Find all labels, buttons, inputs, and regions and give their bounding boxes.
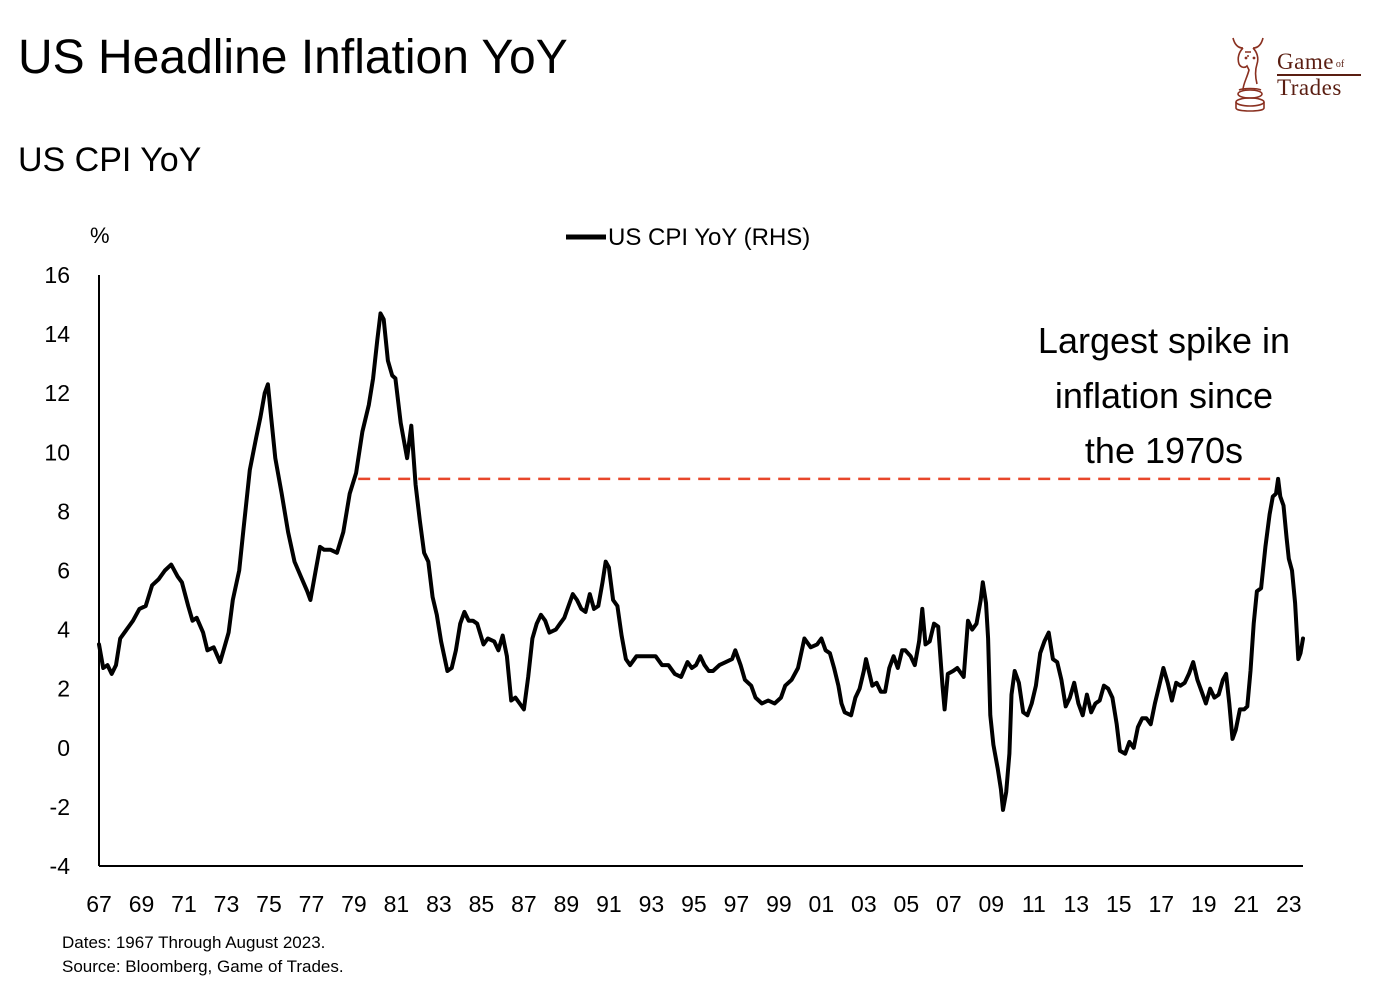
annotation-line: inflation since [1055, 375, 1273, 416]
x-tick-label: 99 [766, 891, 792, 917]
x-tick-label: 67 [86, 891, 112, 917]
x-tick-label: 93 [639, 891, 665, 917]
footnote-dates: Dates: 1967 Through August 2023. [62, 933, 326, 952]
x-tick-label: 07 [936, 891, 962, 917]
x-tick-label: 71 [171, 891, 197, 917]
annotation-line: the 1970s [1085, 430, 1243, 471]
x-tick-label: 89 [554, 891, 580, 917]
y-tick-label: 10 [44, 439, 70, 465]
y-tick-label: 2 [57, 676, 70, 702]
x-tick-label: 77 [299, 891, 325, 917]
logo-rule [1277, 74, 1361, 76]
chess-knight-bull-icon [1232, 37, 1265, 112]
y-tick-label: -2 [50, 794, 70, 820]
x-tick-label: 21 [1233, 891, 1259, 917]
logo-word-trades: Trades [1277, 74, 1342, 100]
y-tick-label: -4 [50, 853, 71, 879]
y-tick-label: 6 [57, 558, 70, 584]
x-tick-label: 97 [724, 891, 750, 917]
x-tick-label: 91 [596, 891, 622, 917]
y-tick-label: 14 [44, 321, 70, 347]
x-tick-label: 73 [214, 891, 240, 917]
x-tick-label: 95 [681, 891, 707, 917]
chart-footnotes: Dates: 1967 Through August 2023. Source:… [62, 931, 344, 979]
x-tick-label: 83 [426, 891, 452, 917]
y-tick-label: 16 [44, 262, 70, 288]
y-tick-label: 8 [57, 498, 70, 524]
annotation-line: Largest spike in [1038, 320, 1290, 361]
page-title: US Headline Inflation YoY [18, 31, 568, 84]
logo-word-game: Game [1277, 49, 1334, 74]
y-axis-label: % [90, 223, 110, 248]
y-tick-label: 4 [57, 617, 70, 643]
x-tick-label: 79 [341, 891, 367, 917]
x-tick-label: 13 [1064, 891, 1090, 917]
x-tick-label: 05 [894, 891, 920, 917]
x-tick-label: 87 [511, 891, 537, 917]
series-line-us-cpi-yoy [97, 311, 1305, 812]
x-tick-label: 01 [809, 891, 835, 917]
logo-word-of: of [1335, 59, 1345, 70]
x-tick-label: 09 [979, 891, 1005, 917]
brand-logo[interactable]: Game of Trades [1225, 32, 1365, 116]
x-tick-label: 15 [1106, 891, 1132, 917]
y-tick-label: 0 [57, 735, 70, 761]
x-tick-label: 03 [851, 891, 877, 917]
x-tick-label: 81 [384, 891, 410, 917]
x-tick-label: 69 [129, 891, 155, 917]
x-tick-label: 23 [1276, 891, 1302, 917]
footnote-source: Source: Bloomberg, Game of Trades. [62, 957, 344, 976]
x-tick-label: 75 [256, 891, 282, 917]
y-tick-label: 12 [44, 380, 70, 406]
x-tick-label: 85 [469, 891, 495, 917]
x-tick-label: 19 [1191, 891, 1217, 917]
chart-subtitle: US CPI YoY [18, 141, 202, 179]
x-tick-label: 11 [1022, 891, 1046, 917]
legend-label: US CPI YoY (RHS) [608, 224, 810, 251]
x-tick-label: 17 [1148, 891, 1174, 917]
